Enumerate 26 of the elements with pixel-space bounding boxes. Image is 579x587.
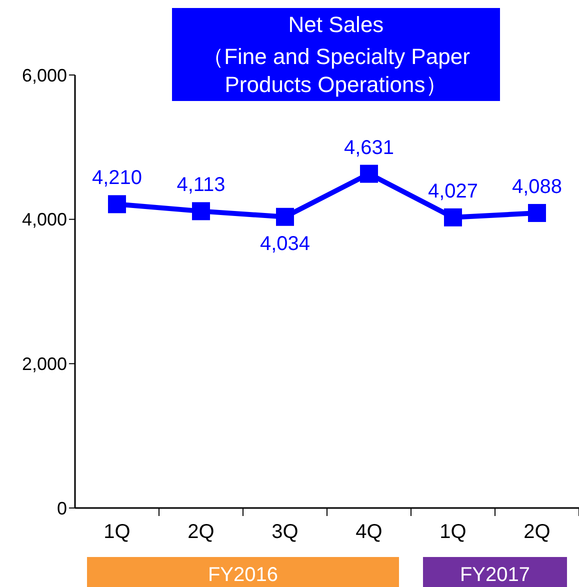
data-label: 4,027 bbox=[428, 180, 478, 202]
y-tick-label: 0 bbox=[56, 498, 67, 518]
y-tick-label: 2,000 bbox=[22, 354, 67, 374]
point bbox=[360, 164, 378, 183]
x-tick-label: 2Q bbox=[188, 521, 214, 543]
point bbox=[192, 202, 210, 220]
data-label: 4,631 bbox=[344, 136, 394, 159]
data-label: 4,210 bbox=[92, 167, 142, 190]
chart-title: Net Sales bbox=[288, 12, 384, 37]
point bbox=[444, 208, 462, 226]
point bbox=[528, 204, 546, 222]
text: FY2016 bbox=[208, 564, 278, 586]
chart-subtitle: （Fine and Specialty Paper Products Operations） bbox=[202, 44, 470, 97]
y-tick-label: 6,000 bbox=[22, 65, 67, 86]
text: FY2017 bbox=[460, 564, 530, 586]
data-label: 4,113 bbox=[176, 174, 226, 196]
x-tick-label: 4Q bbox=[356, 521, 382, 543]
point bbox=[108, 195, 126, 214]
x-tick-label: 2Q bbox=[524, 521, 550, 543]
x-tick-label: 3Q bbox=[272, 521, 298, 543]
data-label: 4,034 bbox=[260, 232, 310, 255]
x-tick-label: 1Q bbox=[440, 521, 466, 543]
point bbox=[276, 208, 294, 226]
y-tick-label: 4,000 bbox=[22, 210, 67, 230]
x-tick-label: 1Q bbox=[104, 521, 130, 543]
data-label: 4,088 bbox=[512, 176, 562, 198]
